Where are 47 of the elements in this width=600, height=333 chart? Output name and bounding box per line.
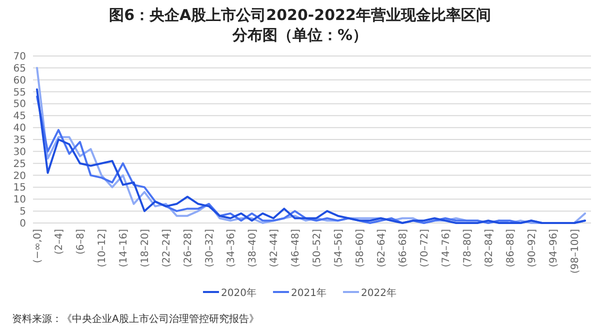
y-tick-label: 65 [13,63,26,74]
y-tick-label: 25 [13,158,26,170]
y-tick-label: 45 [13,111,26,122]
y-tick-label: 15 [13,182,26,194]
y-tick-label: 5 [20,206,26,218]
x-tick-label: (34–36] [226,228,237,268]
x-tick-label: (50–52] [312,228,323,268]
legend-label: 2021年 [291,287,326,299]
y-tick-label: 70 [13,52,26,62]
y-tick-label: 0 [20,218,26,230]
chart-title: 图6：央企A股上市公司2020-2022年营业现金比率区间 [109,6,491,24]
y-tick-label: 50 [13,99,26,110]
y-tick-label: 30 [13,146,26,158]
x-tick-label: (2–4] [54,228,65,255]
y-tick-label: 20 [13,170,26,182]
y-tick-label: 40 [13,123,26,134]
x-tick-label: (86–88] [505,228,516,268]
x-tick-label: (14–16] [118,228,130,268]
y-tick-label: 10 [13,194,26,206]
x-tick-label: (70–72] [419,228,430,268]
x-tick-label: (18–20] [140,228,151,268]
x-tick-label: (78–80] [462,228,474,268]
x-tick-label: (10–12] [96,228,108,268]
x-tick-label: (30–32] [204,228,216,268]
x-tick-label: (6–8] [75,228,86,255]
x-tick-label: (62–64] [376,228,388,268]
x-tick-label: (54–56] [333,228,344,268]
y-tick-label: 60 [13,75,26,86]
x-tick-label: (−∞,0] [32,228,44,264]
x-tick-label: (26–28] [182,228,194,268]
x-tick-label: (82–84] [484,228,495,268]
text: 资料来源：《中央企业A股上市公司治理管控研究报告》 [12,313,259,325]
y-tick-label: 35 [13,135,26,146]
y-tick-label: 55 [13,87,26,98]
x-tick-label: (58–60] [354,228,366,268]
x-tick-label: (46–48] [290,228,302,268]
x-tick-label: (98–100] [570,228,581,274]
x-tick-label: (94–96] [548,228,560,268]
legend-label: 2020年 [221,287,256,299]
x-tick-label: (42–44] [268,228,280,268]
x-tick-label: (22–24] [161,228,172,268]
x-tick-label: (90–92] [526,228,538,268]
chart-subtitle: 分布图（单位：%） [231,26,368,44]
x-tick-label: (66–68] [398,228,409,268]
legend-label: 2022年 [361,287,396,299]
x-tick-label: (38–40] [247,228,258,268]
x-tick-label: (74–76] [440,228,452,268]
